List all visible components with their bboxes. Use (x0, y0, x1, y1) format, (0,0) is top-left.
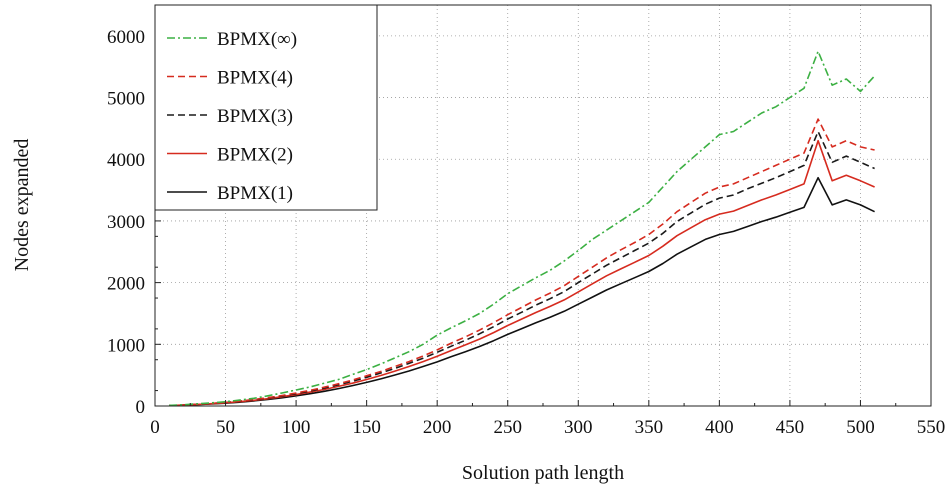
series-line-1 (169, 118, 875, 407)
series-line-4 (169, 176, 875, 407)
x-tick-label-8: 400 (705, 417, 734, 438)
y-tick-label-2: 2000 (107, 274, 145, 295)
tick-labels: 0 50 100 150 200 250 300 350 400 450 500 550 0 1000 20… (107, 27, 945, 438)
x-tick-label-9: 450 (776, 417, 805, 438)
x-tick-label-5: 250 (493, 417, 522, 438)
y-tick-label-0: 0 (136, 397, 146, 418)
x-axis-title: Solution path length (462, 462, 624, 484)
x-tick-label-11: 550 (917, 417, 946, 438)
series-line-0 (169, 50, 876, 407)
legend-label-4: BPMX(1) (217, 183, 293, 204)
x-tick-label-6: 300 (564, 417, 593, 438)
legend-label-3: BPMX(2) (217, 145, 293, 166)
legend-box (154, 4, 378, 211)
series-line-2 (169, 130, 875, 407)
x-tick-label-3: 150 (352, 417, 381, 438)
x-tick-label-4: 200 (423, 417, 452, 438)
y-tick-label-4: 4000 (107, 150, 145, 171)
y-tick-label-5: 5000 (107, 89, 145, 110)
x-tick-label-1: 50 (216, 417, 235, 438)
y-tick-label-6: 6000 (107, 27, 145, 48)
x-tick-label-0: 0 (150, 417, 160, 438)
x-tick-label-7: 350 (635, 417, 664, 438)
x-tick-label-2: 100 (282, 417, 311, 438)
legend-label-1: BPMX(4) (217, 68, 293, 89)
x-tick-label-10: 500 (846, 417, 875, 438)
legend-label-2: BPMX(3) (217, 106, 293, 127)
y-axis-title: Nodes expanded (11, 139, 33, 272)
series-line-3 (169, 139, 875, 407)
y-tick-label-3: 3000 (107, 212, 145, 233)
legend: BPMX(∞) BPMX(4) BPMX(3) BPMX(2) BPMX(1) (154, 4, 378, 211)
legend-label-0: BPMX(∞) (217, 29, 297, 50)
series-lines (169, 50, 876, 407)
y-tick-label-1: 1000 (107, 335, 145, 356)
